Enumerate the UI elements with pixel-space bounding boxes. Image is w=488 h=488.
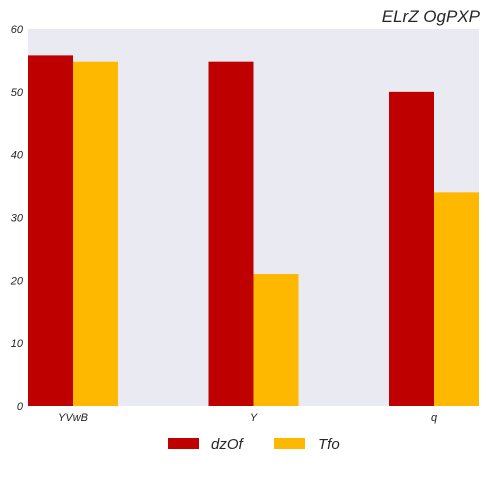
legend-label-dzOf: dzOf [211,436,245,453]
bar-Tfo-YVwB [73,61,118,406]
y-tick-label: 30 [11,213,24,225]
y-tick-label: 60 [11,24,24,36]
bar-Tfo-Y [253,274,299,406]
bar-dzOf-YVwB [28,55,73,406]
legend-swatch-dzOf [168,438,199,449]
y-tick-label: 0 [17,401,24,413]
bar-Tfo-q [434,192,479,406]
chart-title: ELrZ OgPXP [382,7,481,26]
bars [28,55,479,406]
legend-swatch-Tfo [274,438,305,449]
legend-label-Tfo: Tfo [318,436,340,453]
x-tick-label: q [431,412,438,424]
bar-dzOf-Y [208,61,254,406]
y-tick-label: 40 [11,150,24,162]
y-tick-label: 20 [10,275,24,287]
bar-dzOf-q [389,91,434,406]
x-tick-label: Y [250,412,258,424]
x-tick-label: YVwB [58,412,88,424]
y-tick-label: 50 [11,87,24,99]
y-axis: 0 10 20 30 40 50 60 [10,24,24,413]
legend: dzOf Tfo [168,436,340,453]
y-tick-label: 10 [11,338,24,350]
